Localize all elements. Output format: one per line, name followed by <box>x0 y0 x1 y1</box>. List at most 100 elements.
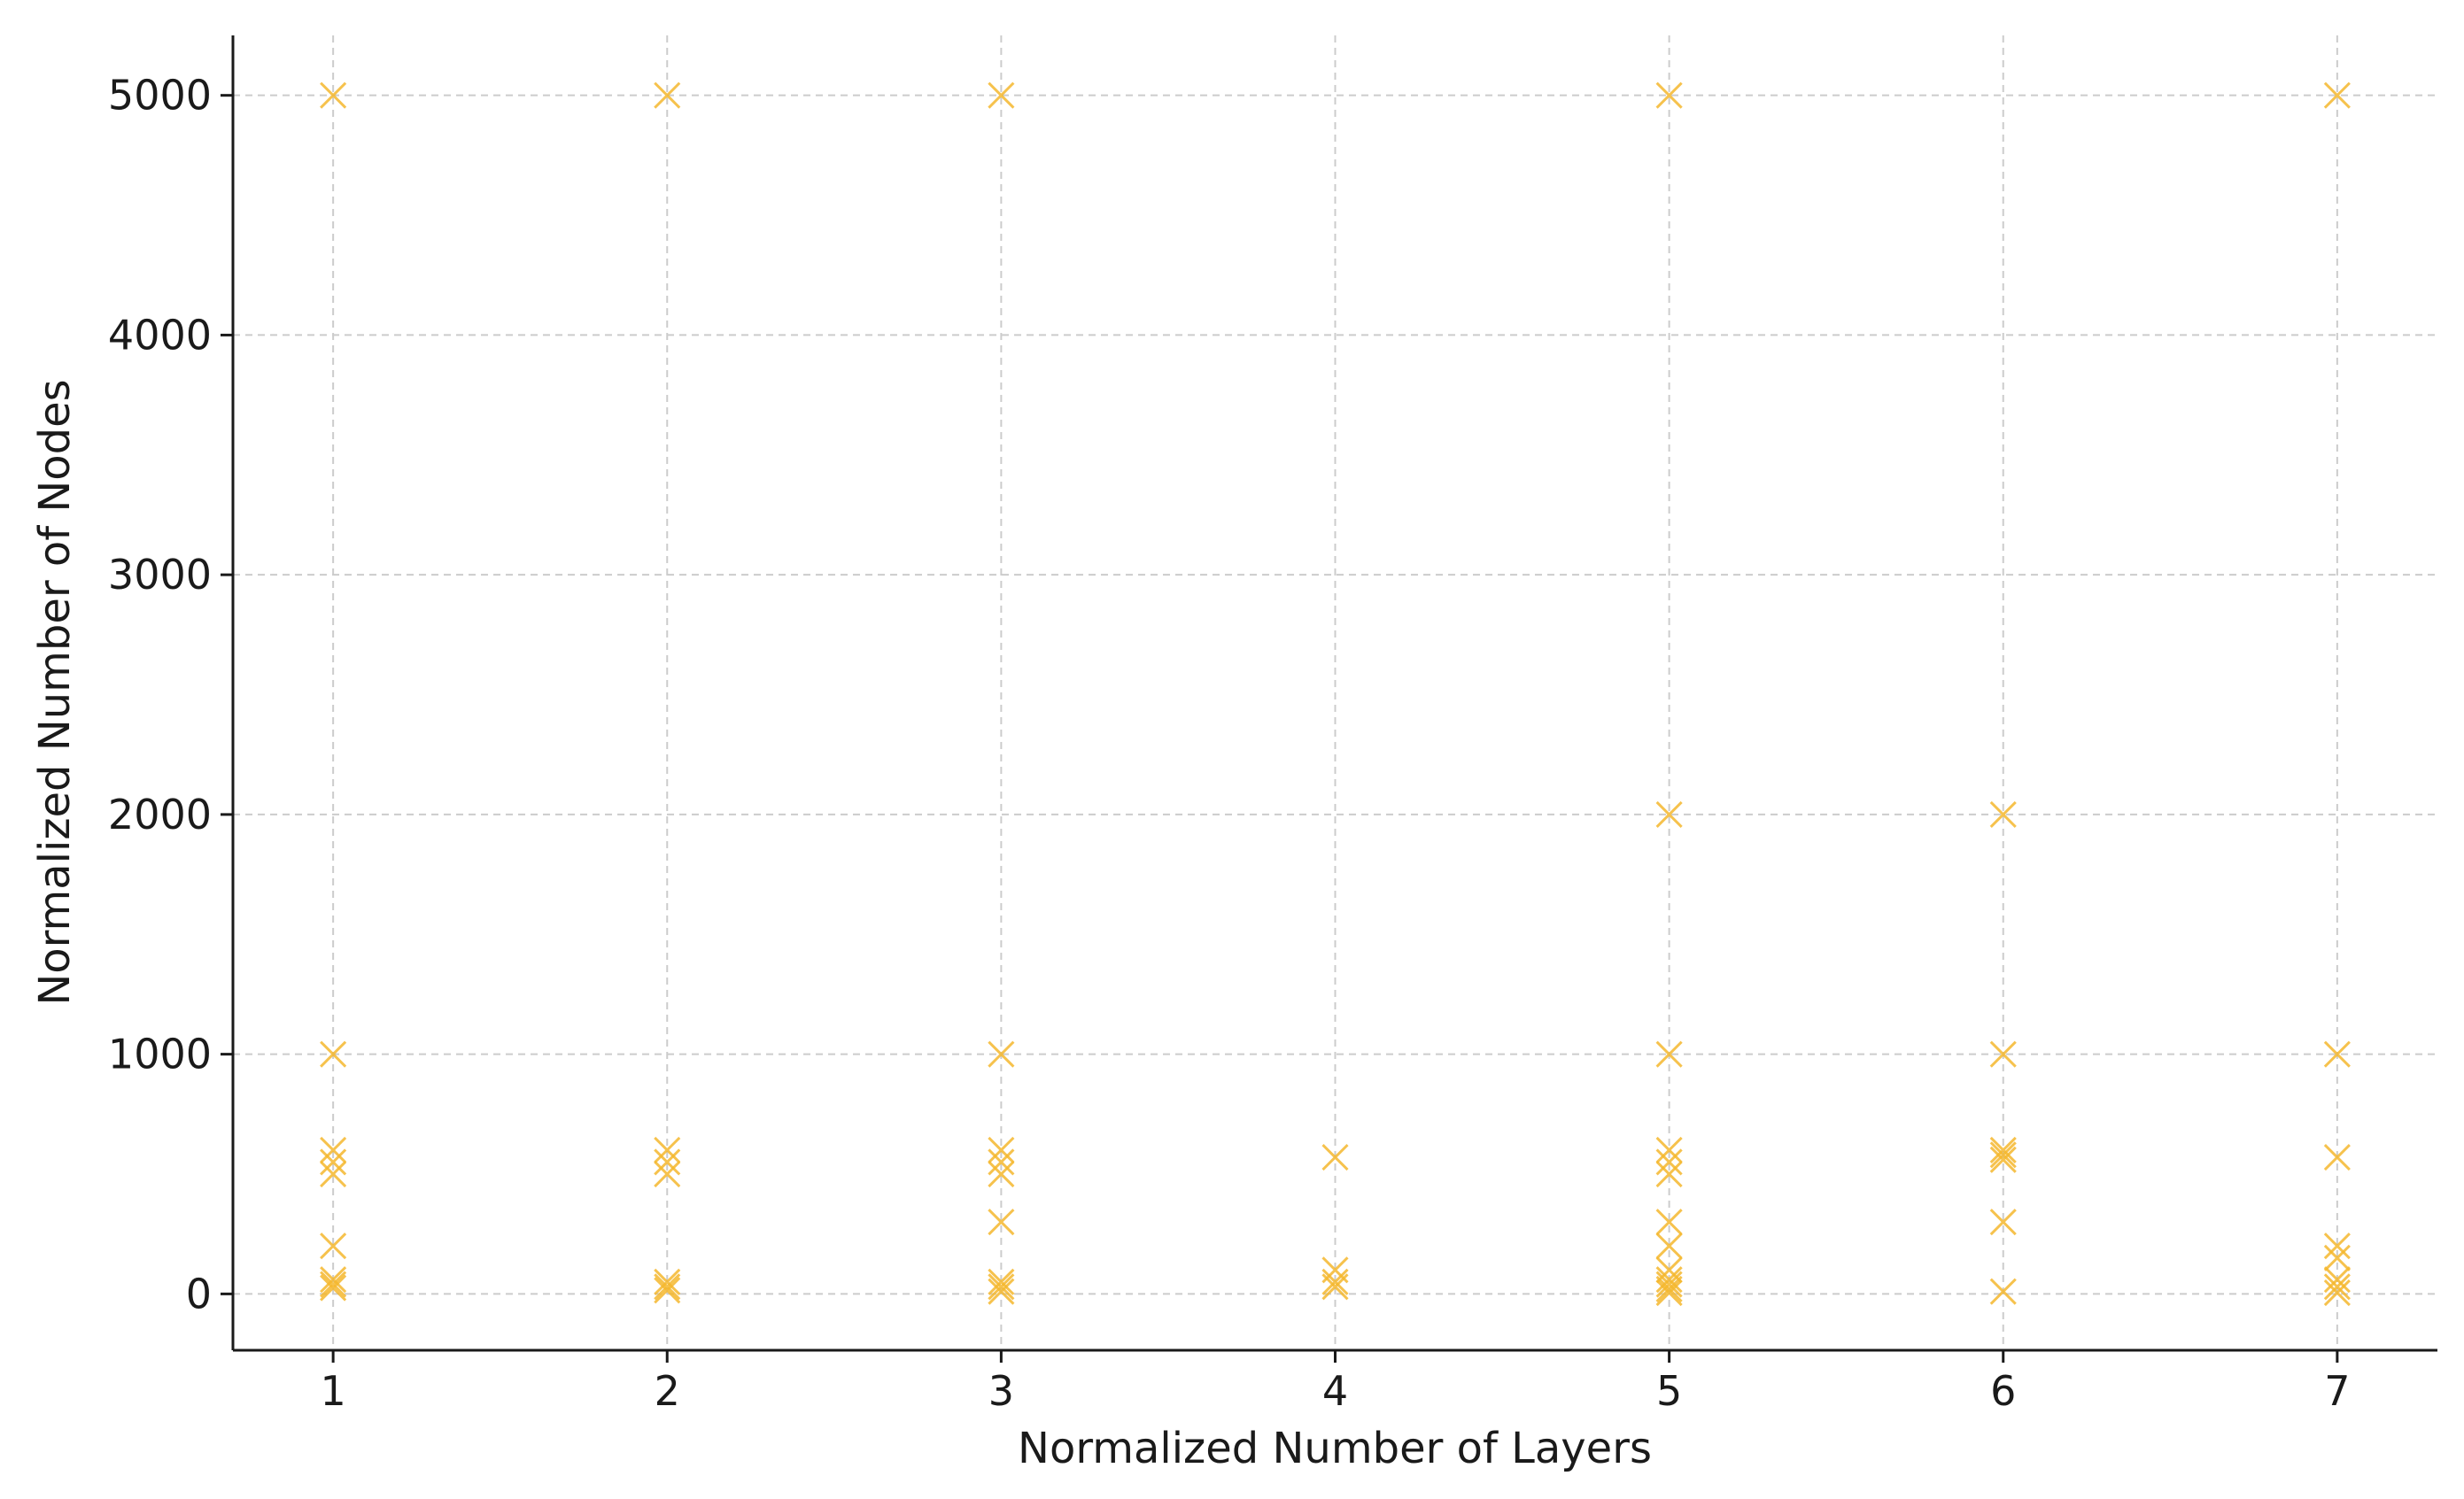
data-point-stroke <box>1989 1209 2017 1236</box>
y-tick-label: 0 <box>186 1270 212 1317</box>
data-point <box>654 1273 681 1301</box>
data-point-stroke <box>1989 1136 2017 1163</box>
y-tick-label: 4000 <box>108 311 212 359</box>
data-points <box>320 81 2351 1307</box>
data-point-stroke <box>320 1271 347 1298</box>
data-point <box>320 1274 347 1302</box>
data-point-stroke <box>1655 1232 1683 1260</box>
data-point-stroke <box>1655 1040 1683 1068</box>
data-point <box>1989 1278 2017 1305</box>
data-point <box>1655 1271 1683 1298</box>
data-point-stroke <box>1321 1268 1349 1295</box>
data-point-stroke <box>1989 800 2017 828</box>
data-point-stroke <box>1655 1209 1683 1236</box>
data-point <box>1655 1275 1683 1303</box>
data-point-stroke <box>320 1136 347 1163</box>
data-point <box>1655 1266 1683 1294</box>
data-point <box>2323 1279 2351 1307</box>
data-point-stroke <box>2323 1266 2351 1294</box>
data-point-stroke <box>320 1040 347 1068</box>
data-point-stroke <box>654 1277 681 1304</box>
data-point <box>1989 800 2017 828</box>
data-point <box>1655 1232 1683 1260</box>
data-point <box>654 1268 681 1295</box>
data-point-stroke <box>1989 1146 2017 1173</box>
data-point <box>988 1148 1015 1176</box>
data-point-stroke <box>1655 1275 1683 1303</box>
data-point-stroke <box>1321 1143 1349 1171</box>
data-point <box>2323 81 2351 109</box>
data-point <box>1989 1146 2017 1173</box>
data-point-stroke <box>654 1160 681 1188</box>
data-point <box>654 1277 681 1304</box>
data-point <box>1655 1148 1683 1176</box>
data-point-stroke <box>1655 1256 1683 1284</box>
y-tick-label: 5000 <box>108 72 212 120</box>
data-point-stroke <box>2323 1143 2351 1171</box>
data-point <box>320 1266 347 1294</box>
data-point <box>1655 1256 1683 1284</box>
data-point-stroke <box>1989 1278 2017 1305</box>
data-point <box>1989 1141 2017 1169</box>
data-point <box>320 81 347 109</box>
data-point-stroke <box>1655 1279 1683 1307</box>
x-tick-label: 2 <box>655 1367 680 1415</box>
data-point-stroke <box>654 1136 681 1163</box>
grid-lines <box>233 35 2437 1350</box>
data-point <box>1655 1040 1683 1068</box>
data-point <box>1655 1209 1683 1236</box>
x-axis-label: Normalized Number of Layers <box>1018 1424 1652 1473</box>
data-point-stroke <box>988 81 1015 109</box>
data-point <box>988 1209 1015 1236</box>
x-tick-label: 7 <box>2324 1367 2350 1415</box>
data-point <box>2323 1273 2351 1301</box>
data-point <box>1655 1279 1683 1307</box>
data-point <box>1321 1143 1349 1171</box>
data-point-stroke <box>988 1273 1015 1301</box>
data-point <box>988 1136 1015 1163</box>
ticks: 1 2 3 4 5 6 7 0 1000 2000 3000 4000 5000 <box>108 72 2351 1415</box>
data-point-stroke <box>2323 1279 2351 1307</box>
data-point-stroke <box>320 1148 347 1176</box>
data-point <box>320 1040 347 1068</box>
data-point-stroke <box>320 1266 347 1294</box>
data-point <box>1655 81 1683 109</box>
data-point-stroke <box>2323 1040 2351 1068</box>
data-point <box>988 1040 1015 1068</box>
data-point-stroke <box>1655 1160 1683 1188</box>
data-point-stroke <box>1321 1273 1349 1301</box>
data-point-stroke <box>1989 1040 2017 1068</box>
data-point <box>320 1271 347 1298</box>
x-tick-label: 4 <box>1322 1367 1348 1415</box>
data-point-stroke <box>320 81 347 109</box>
data-point <box>1655 1136 1683 1163</box>
data-point-stroke <box>654 81 681 109</box>
data-point <box>2323 1040 2351 1068</box>
data-point <box>988 1160 1015 1188</box>
data-point-stroke <box>988 1040 1015 1068</box>
y-tick-label: 3000 <box>108 551 212 599</box>
x-tick-label: 5 <box>1656 1367 1682 1415</box>
data-point <box>654 1160 681 1188</box>
data-point-stroke <box>320 1274 347 1302</box>
data-point-stroke <box>988 1136 1015 1163</box>
data-point-stroke <box>1655 1266 1683 1294</box>
data-point-stroke <box>988 1160 1015 1188</box>
data-point-stroke <box>2323 1232 2351 1260</box>
data-point-stroke <box>988 1278 1015 1305</box>
data-point <box>2323 1143 2351 1171</box>
data-point-stroke <box>1655 1271 1683 1298</box>
data-point-stroke <box>320 1160 347 1188</box>
data-point <box>2323 1266 2351 1294</box>
y-tick-label: 1000 <box>108 1031 212 1078</box>
y-axis-label: Normalized Number of Nodes <box>30 379 80 1005</box>
data-point-stroke <box>654 1273 681 1301</box>
data-point <box>654 1136 681 1163</box>
data-point <box>654 1148 681 1176</box>
data-point-stroke <box>654 1148 681 1176</box>
data-point <box>320 1160 347 1188</box>
data-point <box>988 1268 1015 1295</box>
data-point-stroke <box>1655 1148 1683 1176</box>
